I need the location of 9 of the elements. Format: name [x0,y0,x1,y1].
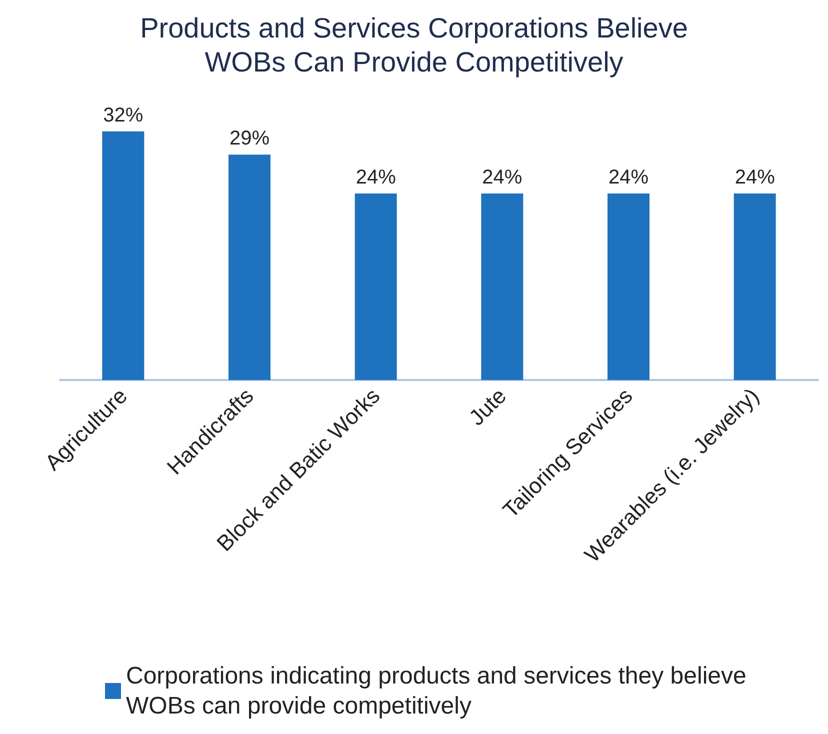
data-label: 29% [229,128,270,150]
data-label: 24% [356,166,396,188]
chart-title: Products and Services Corporations Believe WOBs Can Provide Competitively [140,12,688,78]
x-tick-label: Jute [464,383,512,430]
legend-label: Corporations indicating products and services they believe WOBs can provide competitively [126,662,754,720]
data-label: 24% [734,166,776,188]
data-label: 32% [103,104,144,126]
data-label: 24% [608,166,649,188]
data-label: 24% [482,166,522,188]
